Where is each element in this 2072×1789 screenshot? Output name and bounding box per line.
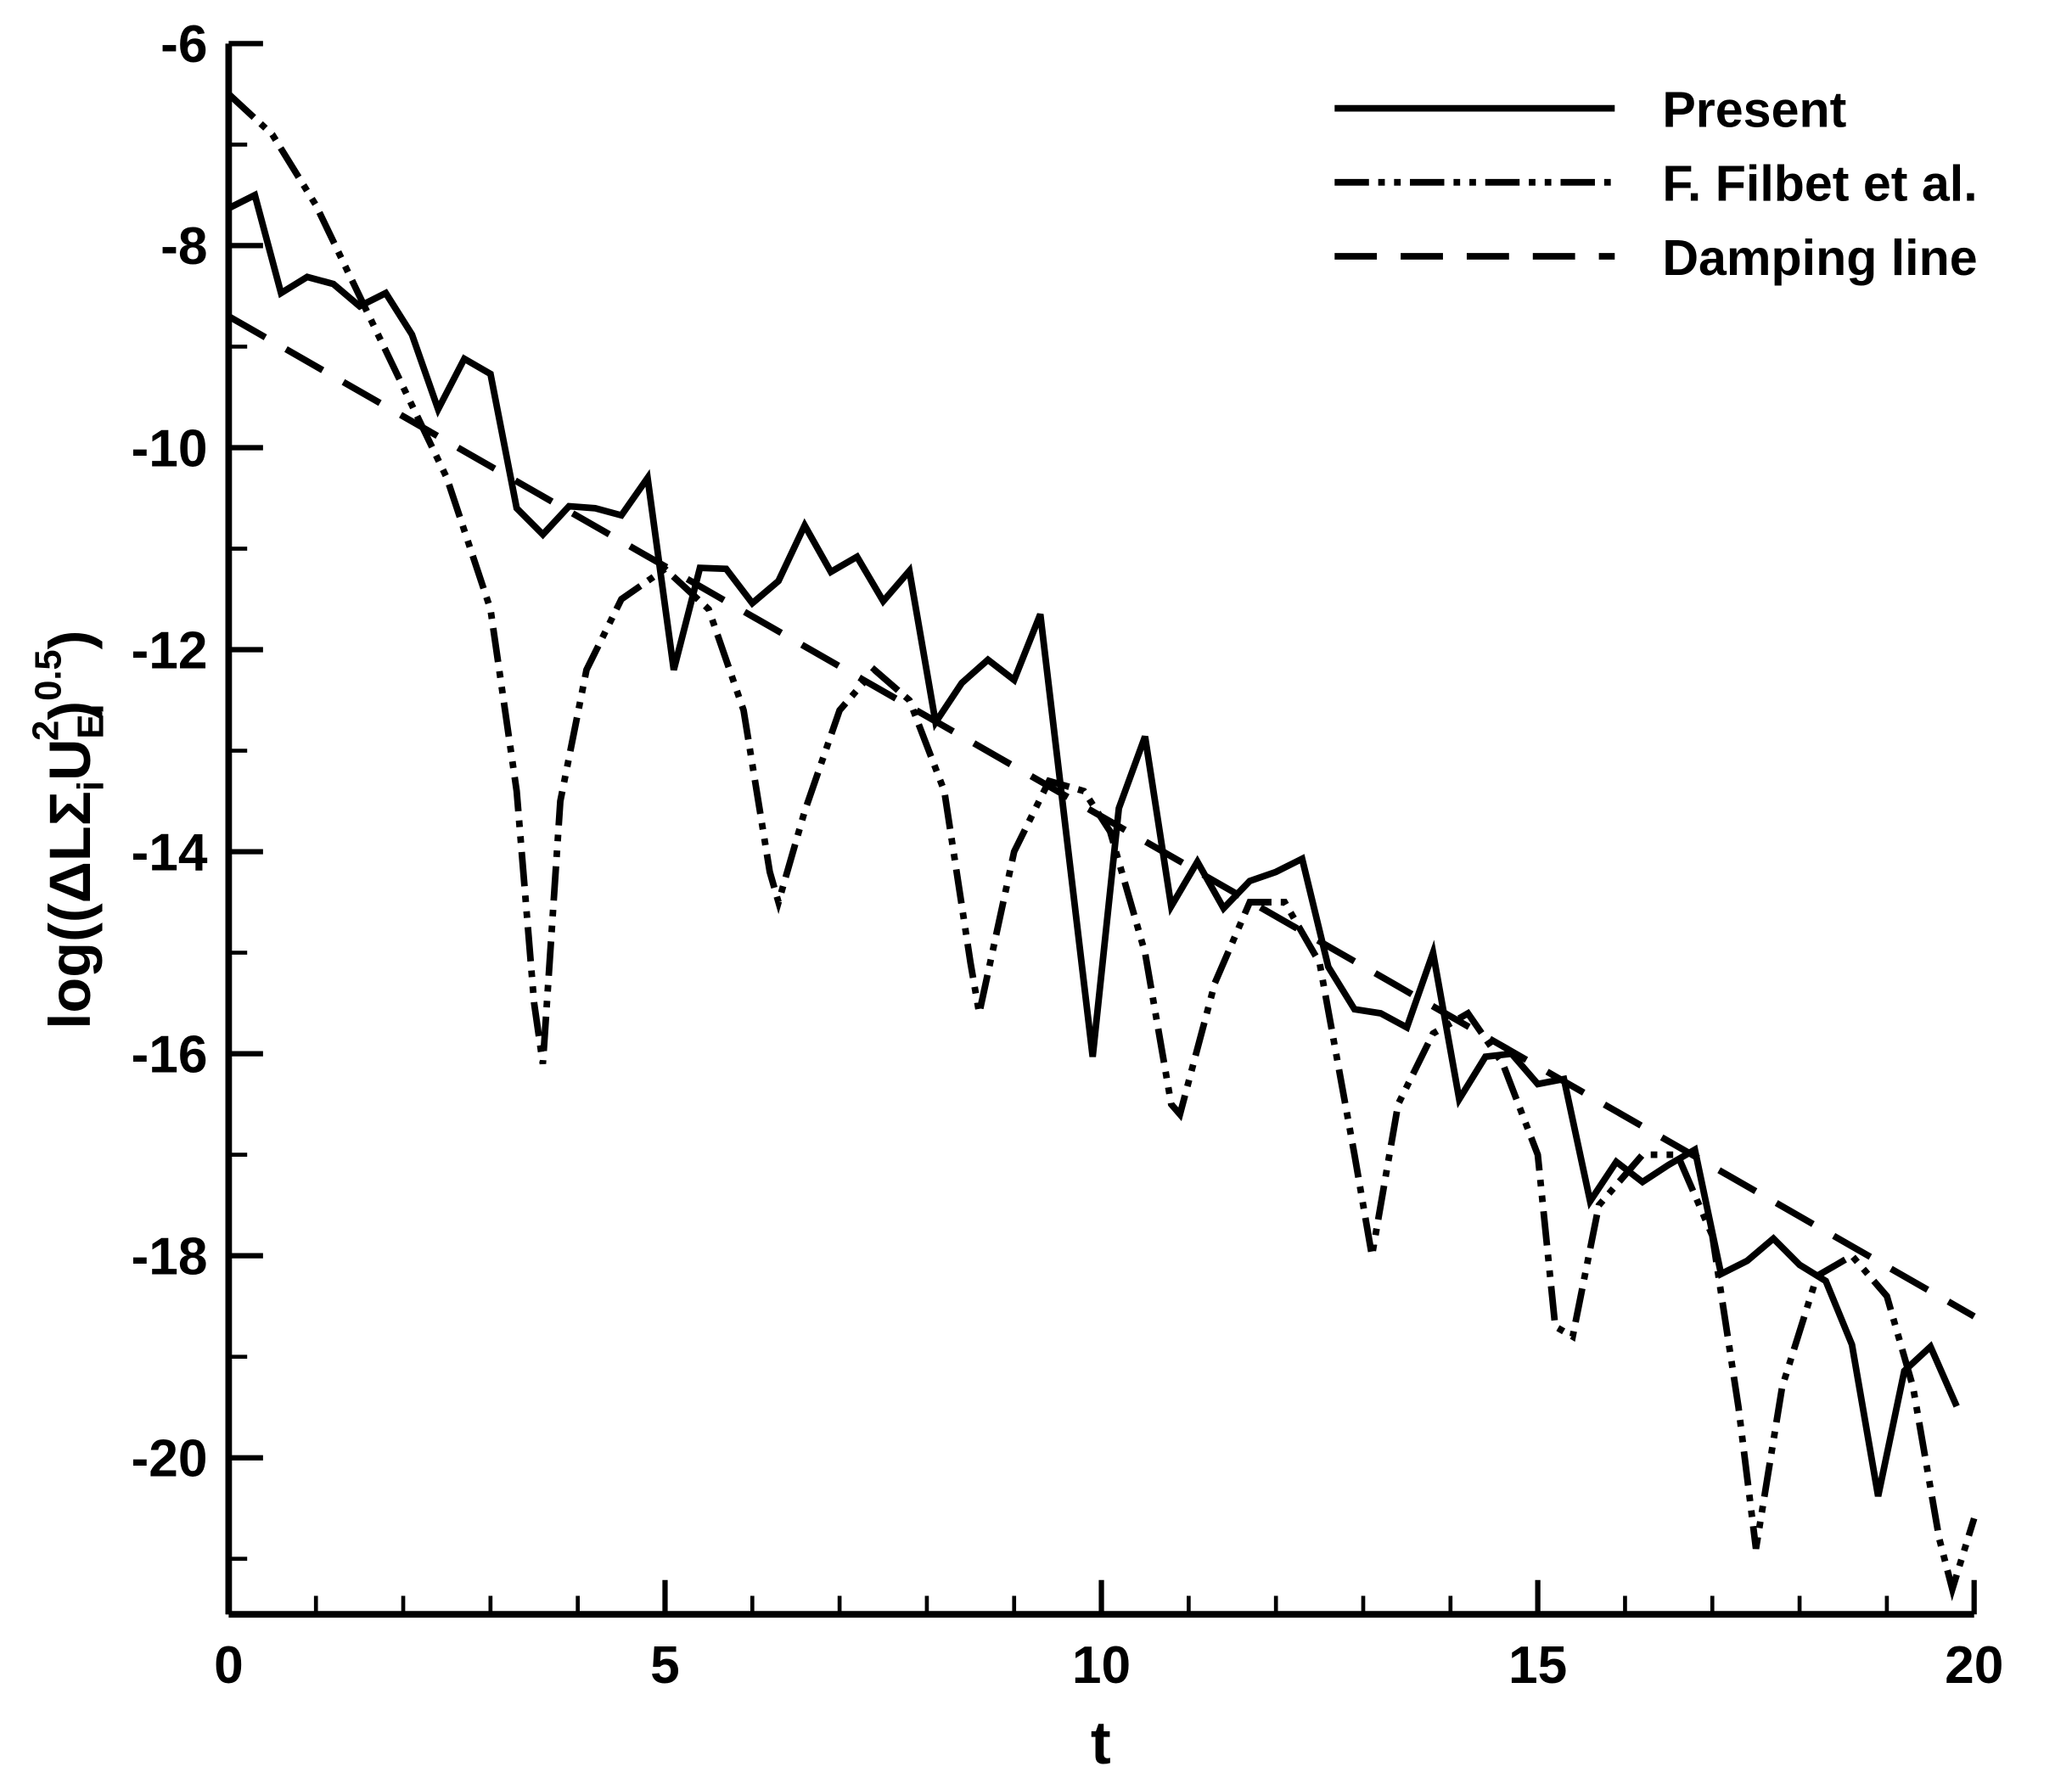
y-label-part: ) [37,701,103,721]
x-tick-label: 0 [214,1636,244,1695]
y-tick-label: -14 [132,823,208,882]
x-tick-label: 5 [650,1636,680,1695]
y-label-sup: 0.5 [29,649,70,701]
legend-label: Damping line [1662,229,1977,286]
y-label-sub: Ei [71,704,112,738]
y-label-part: U [37,739,103,781]
y-tick-label: -10 [132,419,208,478]
y-label-part: log((ΔLΣ [37,791,103,1029]
y-tick-label: -16 [132,1025,208,1084]
series-line [227,313,1976,1320]
y-tick-label: -6 [160,15,207,74]
series-line [227,190,1960,1497]
x-tick-label: 10 [1072,1636,1131,1695]
y-tick-label: -20 [132,1430,208,1489]
x-tick-label: 15 [1508,1636,1567,1695]
legend-label: Present [1662,81,1846,137]
y-tick-label: -18 [132,1227,208,1286]
y-axis-label: log((ΔLΣiUEi2)0.5) [26,631,112,1029]
x-axis-label: t [1091,1709,1111,1777]
y-label-sup: 2 [26,721,67,741]
y-tick-label: -8 [160,217,207,276]
x-tick-label: 20 [1945,1636,2003,1695]
y-label-sub: i [71,781,112,791]
y-label-part: ) [37,631,103,650]
series-line [226,92,1978,1601]
legend-label: F. Filbet et al. [1662,155,1977,212]
y-tick-label: -12 [132,621,208,680]
